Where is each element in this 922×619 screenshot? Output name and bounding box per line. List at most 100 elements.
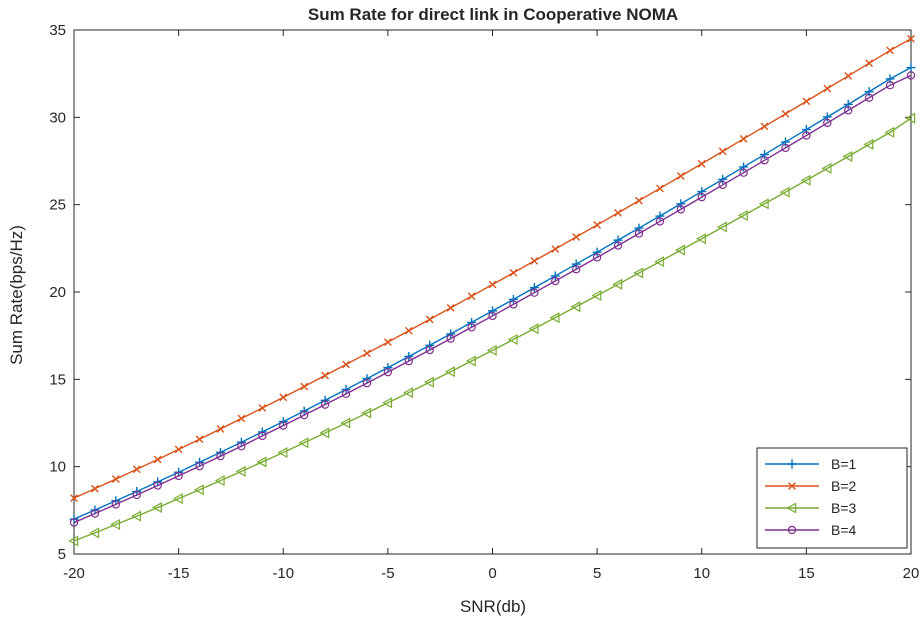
data-point-x [383, 338, 392, 347]
data-point-triangle [444, 366, 455, 378]
data-point-x [467, 292, 476, 301]
data-point-circle [174, 471, 183, 481]
data-point-circle [885, 80, 895, 90]
data-point-triangle [256, 456, 267, 468]
data-point-circle [864, 93, 874, 102]
data-point-plus [529, 283, 539, 293]
legend-entry: B=4 [765, 522, 857, 538]
data-point-triangle [675, 244, 686, 256]
y-tick-label: 35 [49, 22, 66, 39]
data-point-x [70, 494, 78, 503]
y-tick-label: 30 [49, 109, 66, 126]
data-point-x [321, 371, 329, 380]
series-line [73, 117, 912, 542]
data-point-plus [592, 247, 602, 257]
data-point-circle [279, 421, 288, 430]
legend: B=1 B=2 B=3 B=4 [756, 447, 908, 549]
data-point-x [739, 134, 748, 143]
data-point-triangle [89, 527, 100, 539]
data-point-circle [739, 168, 748, 177]
data-point-circle [906, 71, 916, 80]
data-point-x [404, 326, 413, 335]
data-point-circle [718, 180, 727, 190]
data-point-x [279, 393, 288, 402]
data-point-circle [823, 118, 832, 128]
legend-label: B=4 [831, 522, 857, 538]
data-point-x [802, 97, 811, 106]
data-point-x [593, 221, 602, 229]
data-point-circle [787, 525, 797, 535]
series-2 [70, 34, 915, 503]
data-point-x [907, 34, 915, 43]
data-point-triangle [842, 150, 853, 162]
legend-label: B=3 [831, 500, 857, 516]
data-point-triangle [800, 174, 811, 186]
x-tick-label: 10 [693, 565, 710, 582]
data-point-circle [237, 442, 246, 451]
data-point-triangle [863, 138, 874, 150]
data-point-x [174, 445, 183, 454]
data-point-triangle [298, 437, 309, 449]
data-point-triangle [779, 186, 790, 198]
data-point-x [153, 455, 162, 464]
data-point-plus [508, 294, 518, 304]
data-point-plus [787, 459, 797, 469]
data-point-circle [613, 241, 623, 250]
data-point-x [488, 280, 497, 289]
data-point-triangle [591, 289, 602, 302]
data-point-circle [760, 156, 769, 165]
data-point-circle [132, 490, 141, 500]
data-point-circle [425, 345, 434, 355]
data-point-plus [634, 223, 644, 233]
y-tick-label: 15 [49, 371, 66, 388]
data-point-x [237, 414, 246, 423]
data-point-x [844, 72, 853, 80]
data-point-triangle [570, 301, 581, 313]
data-point-plus [801, 125, 811, 135]
legend-entry: B=1 [765, 456, 857, 472]
data-point-plus [341, 384, 351, 394]
x-tick-label: 20 [903, 565, 920, 582]
data-point-circle [802, 131, 811, 140]
x-tick-label: -10 [272, 565, 294, 582]
data-point-triangle [654, 256, 665, 268]
data-point-circle [676, 205, 686, 214]
data-point-plus [488, 306, 497, 316]
data-point-triangle [131, 510, 141, 522]
legend-entry: B=3 [765, 500, 857, 516]
data-point-circle [320, 400, 330, 409]
data-point-triangle [528, 323, 539, 335]
data-point-plus [613, 235, 623, 245]
data-point-plus [362, 374, 372, 384]
legend-entry: B=2 [765, 478, 857, 494]
data-point-triangle [193, 484, 204, 496]
data-point-triangle [403, 387, 413, 399]
data-point-x [363, 349, 371, 358]
data-point-circle [383, 367, 393, 377]
data-point-triangle [423, 376, 434, 388]
data-point-plus [467, 317, 477, 327]
data-point-circle [153, 481, 162, 490]
data-point-x [300, 382, 309, 391]
data-point-x [676, 172, 685, 180]
data-point-x [342, 360, 350, 369]
series-line [73, 74, 912, 524]
data-point-triangle [151, 502, 162, 514]
data-point-circle [781, 143, 790, 153]
data-point-x [781, 109, 790, 118]
data-point-plus [739, 162, 749, 172]
data-point-circle [530, 288, 539, 297]
x-tick-label: -5 [381, 565, 394, 582]
data-point-x [572, 233, 581, 241]
data-point-triangle [696, 233, 706, 245]
data-point-x [760, 122, 769, 131]
data-point-circle [216, 451, 225, 461]
series-3 [68, 112, 916, 547]
data-point-x [551, 245, 560, 253]
data-point-x [865, 59, 874, 68]
data-point-plus [383, 363, 393, 373]
data-point-triangle [235, 465, 246, 477]
data-point-triangle [361, 407, 372, 419]
data-point-triangle [172, 493, 183, 505]
